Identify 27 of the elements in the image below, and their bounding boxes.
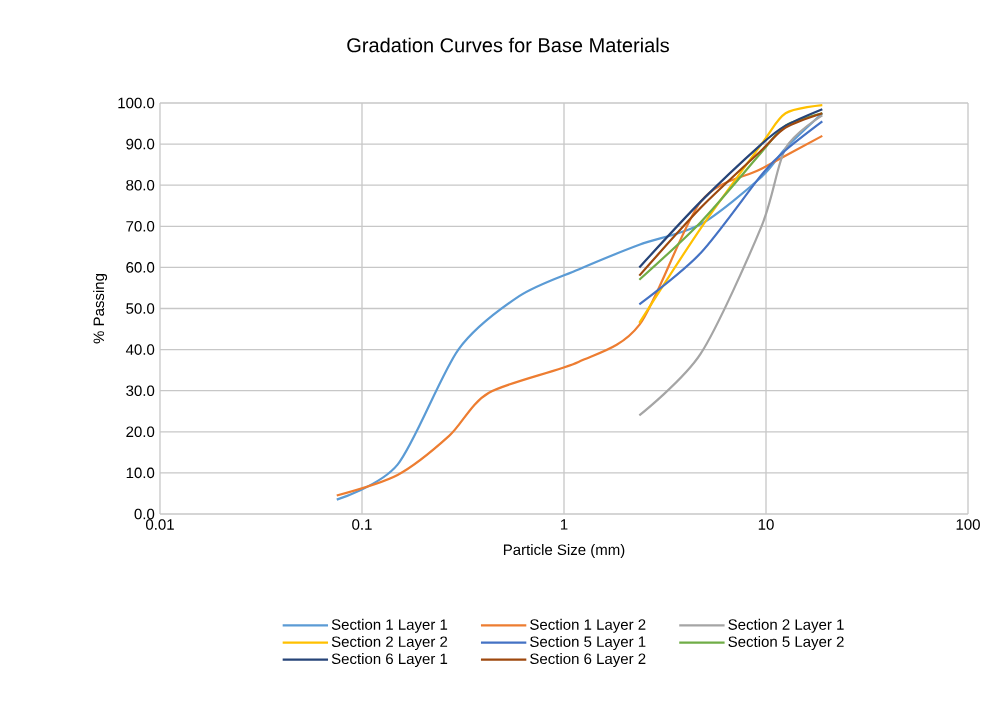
y-axis-title: % Passing — [93, 274, 108, 344]
x-tick-label: 1 — [560, 519, 568, 530]
legend-label: Section 6 Layer 1 — [331, 653, 448, 668]
y-tick-label: 60.0 — [126, 262, 155, 273]
y-tick-label: 0.0 — [134, 508, 155, 520]
x-tick-label: 0.01 — [145, 519, 174, 530]
legend-label: Section 5 Layer 1 — [530, 635, 646, 650]
legend-label: Section 6 Layer 2 — [530, 653, 646, 668]
x-tick-label: 100 — [956, 519, 980, 530]
chart-title: Gradation Curves for Base Materials — [347, 37, 669, 53]
legend-label: Section 1 Layer 1 — [331, 618, 448, 633]
x-axis-title: Particle Size (mm) — [503, 544, 625, 558]
y-tick-label: 90.0 — [126, 138, 155, 150]
y-tick-label: 50.0 — [126, 303, 155, 314]
y-tick-label: 100.0 — [118, 97, 155, 109]
y-tick-label: 80.0 — [126, 179, 155, 191]
x-tick-label: 0.1 — [352, 519, 372, 530]
legend-label: Section 1 Layer 2 — [530, 618, 646, 633]
legend-label: Section 5 Layer 2 — [728, 635, 844, 650]
y-tick-label: 40.0 — [125, 344, 155, 355]
y-tick-label: 20.0 — [126, 426, 155, 438]
y-tick-label: 30.0 — [126, 385, 155, 396]
x-tick-label: 10 — [758, 519, 774, 530]
y-tick-label: 10.0 — [126, 467, 155, 479]
legend-label: Section 2 Layer 1 — [728, 618, 844, 633]
y-tick-label: 70.0 — [126, 220, 155, 232]
legend-label: Section 2 Layer 2 — [331, 635, 448, 650]
